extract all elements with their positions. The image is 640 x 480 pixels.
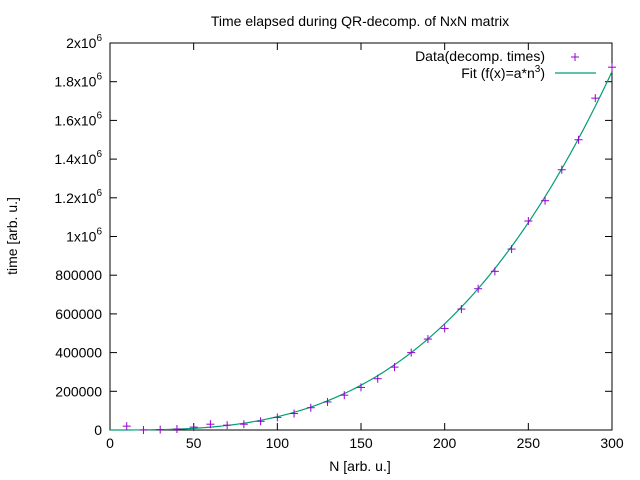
data-point bbox=[256, 417, 265, 426]
x-tick-label: 150 bbox=[349, 435, 373, 451]
x-axis-ticks: 0 50 100 150 200 250 300 bbox=[106, 43, 624, 451]
data-point bbox=[507, 245, 516, 254]
data-point bbox=[390, 363, 399, 372]
data-point bbox=[357, 383, 365, 392]
legend-label-data: Data(decomp. times) bbox=[415, 48, 545, 64]
data-point bbox=[306, 403, 315, 412]
legend-label-fit-sup: 3 bbox=[535, 64, 541, 75]
data-point bbox=[373, 374, 382, 383]
x-axis-label: N [arb. u.] bbox=[329, 458, 390, 474]
fit-curve bbox=[110, 71, 613, 431]
y-tick-label: 1.6x106 bbox=[54, 110, 102, 128]
data-point bbox=[591, 94, 600, 103]
data-point bbox=[290, 409, 299, 418]
data-point bbox=[206, 420, 215, 429]
data-point bbox=[273, 413, 282, 422]
data-point bbox=[541, 196, 550, 205]
y-tick-label: 200000 bbox=[55, 383, 102, 399]
x-tick-label: 200 bbox=[433, 435, 457, 451]
data-point bbox=[189, 423, 198, 432]
y-tick-label: 600000 bbox=[55, 306, 102, 322]
x-tick-label: 100 bbox=[266, 435, 290, 451]
y-tick-label: 0 bbox=[94, 422, 102, 438]
y-axis-label: time [arb. u.] bbox=[4, 197, 20, 275]
legend-label-fit-main: Fit (f(x)=a*n bbox=[461, 65, 535, 81]
data-point bbox=[524, 217, 533, 226]
plot-border bbox=[109, 42, 613, 431]
data-point bbox=[239, 420, 248, 429]
data-point bbox=[440, 324, 449, 333]
data-point bbox=[172, 425, 181, 434]
legend: Data(decomp. times) Fit (f(x)=a*n3) bbox=[415, 48, 596, 81]
data-point bbox=[122, 422, 131, 431]
y-tick-label: 2x106 bbox=[66, 33, 102, 51]
chart-title: Time elapsed during QR-decomp. of NxN ma… bbox=[211, 13, 509, 29]
legend-label-fit: Fit (f(x)=a*n3) bbox=[461, 64, 545, 81]
y-tick-label: 1.4x106 bbox=[54, 149, 102, 167]
data-point bbox=[490, 267, 499, 276]
y-tick-label: 1.8x106 bbox=[54, 72, 102, 90]
data-point bbox=[474, 284, 483, 293]
y-tick-label: 400000 bbox=[55, 345, 102, 361]
legend-label-fit-tail: ) bbox=[540, 65, 545, 81]
data-point bbox=[139, 426, 148, 434]
data-point bbox=[557, 165, 566, 174]
x-tick-label: 50 bbox=[186, 435, 202, 451]
data-point bbox=[423, 335, 432, 344]
data-point bbox=[340, 391, 349, 400]
data-point bbox=[323, 397, 332, 406]
data-point bbox=[457, 305, 466, 314]
y-tick-label: 1x106 bbox=[66, 227, 102, 245]
y-tick-label: 800000 bbox=[55, 267, 102, 283]
data-points-layer bbox=[122, 63, 616, 434]
x-tick-label: 0 bbox=[106, 435, 114, 451]
fit-curve-layer bbox=[110, 71, 613, 431]
data-point bbox=[608, 63, 616, 72]
data-point bbox=[574, 135, 583, 144]
x-tick-label: 300 bbox=[600, 435, 624, 451]
y-axis-ticks: 0 200000 400000 600000 800000 1x106 1.2x106 1.4… bbox=[54, 33, 612, 438]
plot-frame bbox=[109, 42, 613, 431]
data-point bbox=[407, 348, 416, 357]
data-point bbox=[223, 421, 232, 430]
data-point bbox=[156, 425, 165, 434]
x-tick-label: 250 bbox=[517, 435, 541, 451]
y-tick-label: 1.2x106 bbox=[54, 188, 102, 206]
legend-marker-data bbox=[571, 53, 579, 61]
